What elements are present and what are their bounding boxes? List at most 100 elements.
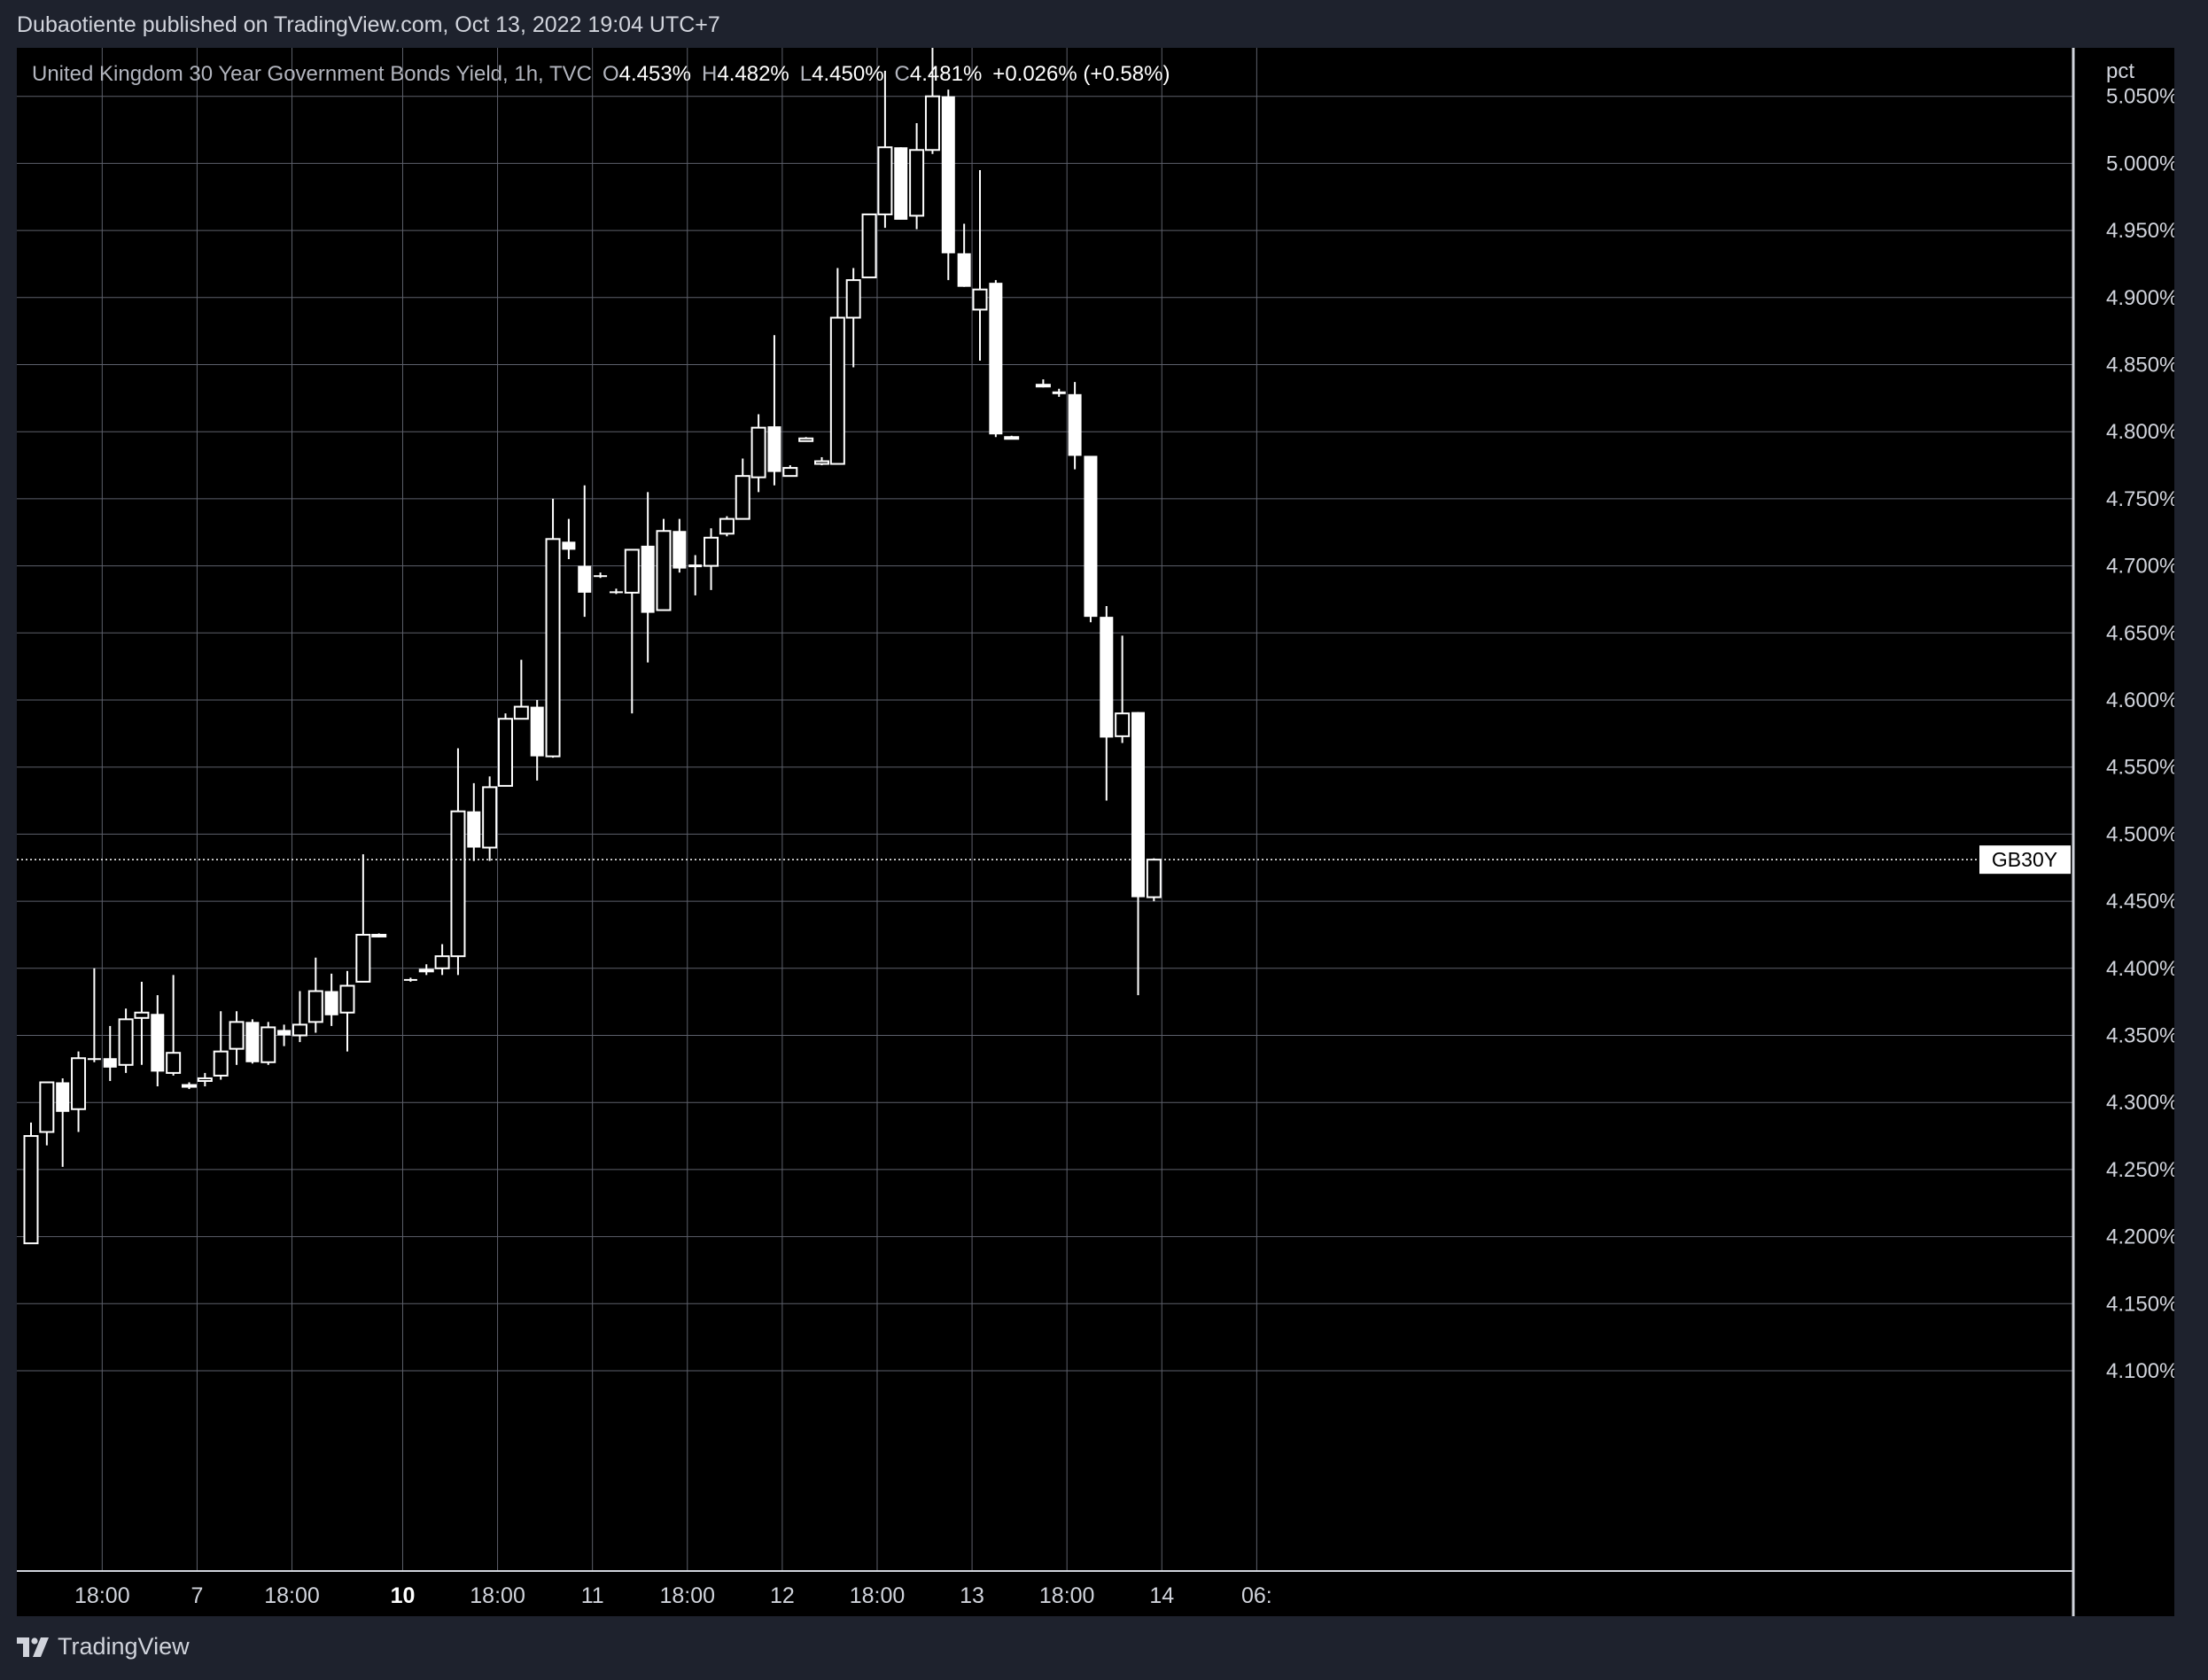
tradingview-logo-icon[interactable] [17, 1637, 51, 1657]
price-tick-label: 4.450% [2106, 890, 2174, 914]
legend-open-value: 4.453% [618, 62, 692, 86]
candle-body-down [578, 565, 592, 593]
published-info: Dubaotiente published on TradingView.com… [17, 12, 720, 37]
candle-body-down [530, 706, 544, 757]
candle-body-up [307, 990, 323, 1023]
price-tick-label: 4.350% [2106, 1024, 2174, 1048]
time-tick-label: 18:00 [264, 1583, 320, 1608]
candle-body-down [103, 1058, 117, 1068]
time-tick-label: 18:00 [850, 1583, 906, 1608]
candle-body-up [182, 1084, 197, 1088]
candle-body-up [355, 933, 371, 983]
time-tick-label: 06: [1241, 1583, 1272, 1608]
candle-body-up [924, 95, 940, 152]
candle-body-up [1035, 384, 1051, 388]
price-line-group: GB30Y [17, 845, 2071, 875]
chart-legend: United Kingdom 30 Year Government Bonds … [32, 62, 1170, 87]
candle-body-up [166, 1052, 182, 1074]
candle-body-up [229, 1021, 245, 1050]
time-tick-label: 7 [190, 1583, 203, 1608]
candle-body-down [957, 253, 971, 287]
time-tick-label: 12 [770, 1583, 795, 1608]
price-tick-label: 5.050% [2106, 85, 2174, 109]
candle-body-up [39, 1081, 55, 1133]
time-tick-label: 10 [391, 1583, 416, 1608]
candle-body-down [767, 426, 781, 472]
candle-body-up [719, 517, 735, 535]
candle-body-up [735, 475, 750, 520]
candle-body-up [197, 1077, 213, 1082]
legend-high-label: H [702, 62, 718, 86]
candle-body-up [482, 786, 498, 849]
time-axis[interactable]: 18:00 7 18:00 10 18:00 11 18:00 12 18:00 13 18:00 1… [74, 1583, 1272, 1608]
candle-body-down [641, 545, 655, 613]
candle-body-up [845, 279, 861, 319]
price-unit-label: pct [2106, 59, 2134, 83]
candle-body-down [688, 564, 703, 568]
candle-body-down [673, 531, 687, 569]
candle-body-up [1115, 712, 1131, 737]
footer: TradingView [17, 1633, 190, 1661]
candle-body-up [1146, 859, 1162, 898]
candle-body-down [594, 575, 608, 578]
candle-body-up [118, 1018, 134, 1066]
candle-body-down [609, 591, 623, 594]
candle-body-up [877, 146, 893, 215]
price-tick-label: 4.200% [2106, 1225, 2174, 1249]
price-tick-label: 4.150% [2106, 1292, 2174, 1316]
candle-body-down [562, 541, 576, 550]
candle-body-down [245, 1022, 260, 1062]
candle-body-up [656, 530, 672, 611]
candle-body-down [324, 991, 338, 1015]
time-tick-label: 18:00 [470, 1583, 525, 1608]
price-axis[interactable]: 5.150%5.100%5.050%5.000%4.950%4.900%4.85… [2106, 48, 2174, 1383]
brand-name: TradingView [58, 1633, 190, 1660]
time-tick-label: 11 [581, 1583, 604, 1608]
candle-body-up [292, 1023, 307, 1037]
candles [23, 48, 1162, 1245]
candle-body-up [339, 984, 355, 1014]
candle-body-up [704, 536, 719, 567]
time-tick-label: 18:00 [1039, 1583, 1095, 1608]
symbol-price-label: GB30Y [1992, 848, 2057, 871]
price-tick-label: 4.950% [2106, 219, 2174, 243]
candle-body-up [23, 1135, 39, 1245]
candle-body-up [750, 426, 766, 478]
price-tick-label: 4.500% [2106, 822, 2174, 846]
legend-open-label: O [602, 62, 619, 86]
candle-body-up [798, 437, 814, 442]
candle-body-down [989, 283, 1003, 435]
candle-body-down [467, 811, 481, 848]
time-tick-label: 14 [1149, 1583, 1174, 1608]
candle-body-up [782, 467, 798, 478]
candle-body-up [624, 548, 640, 594]
legend-high-value: 4.482% [717, 62, 789, 86]
candle-body-down [1084, 455, 1098, 618]
price-tick-label: 4.300% [2106, 1091, 2174, 1115]
candle-body-up [909, 149, 925, 217]
candle-body-up [134, 1011, 150, 1019]
candle-body-up [814, 460, 829, 465]
price-tick-label: 4.900% [2106, 286, 2174, 310]
candle-body-up [861, 213, 877, 279]
candle-body-up [972, 288, 988, 311]
chart-panel[interactable]: GB30Y 5.150%5.100%5.050%5.000%4.950%4.90… [17, 48, 2174, 1616]
price-tick-label: 4.250% [2106, 1158, 2174, 1182]
price-tick-label: 4.600% [2106, 688, 2174, 712]
candlestick-chart[interactable]: GB30Y 5.150%5.100%5.050%5.000%4.950%4.90… [17, 48, 2174, 1616]
legend-change: +0.026% (+0.58%) [992, 62, 1170, 86]
candle-body-up [1004, 436, 1020, 440]
symbol-price-label-box [1979, 845, 2071, 875]
candle-body-down [1131, 712, 1145, 898]
time-tick-label: 18:00 [74, 1583, 130, 1608]
price-tick-label: 4.400% [2106, 957, 2174, 981]
grid-lines [17, 48, 2075, 1616]
price-tick-label: 4.800% [2106, 420, 2174, 444]
price-tick-label: 4.700% [2106, 555, 2174, 579]
candle-body-down [894, 147, 908, 220]
candle-body-down [277, 1030, 292, 1036]
price-tick-label: 4.750% [2106, 487, 2174, 511]
chart-background [17, 48, 2174, 1616]
time-tick-label: 13 [960, 1583, 984, 1608]
time-tick-label: 18:00 [659, 1583, 715, 1608]
